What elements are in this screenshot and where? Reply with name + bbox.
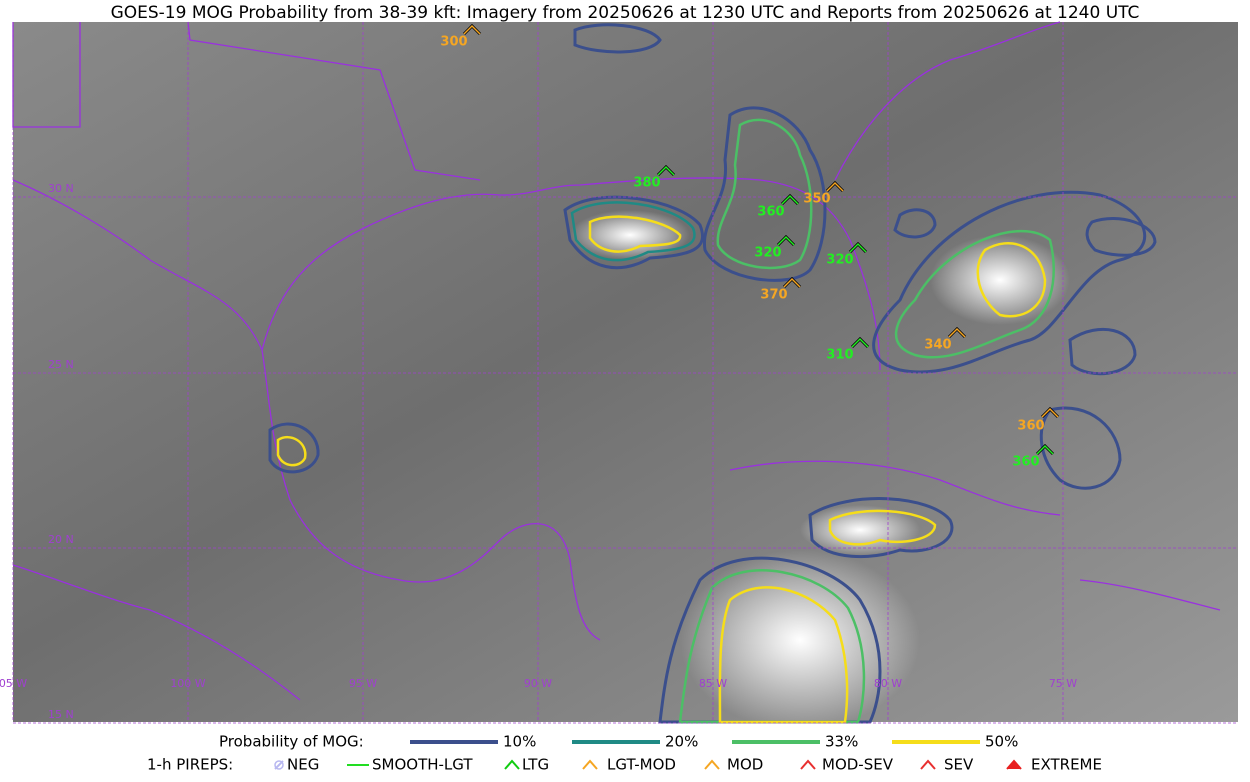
title: GOES-19 MOG Probability from 38-39 kft: … <box>111 3 1140 23</box>
pirep-altitude: 360 <box>1012 455 1039 470</box>
legend-label: 50% <box>985 733 1018 751</box>
pirep-altitude: 320 <box>754 246 781 261</box>
pirep-symbol <box>463 24 481 35</box>
contour-50 <box>718 586 849 724</box>
cloud <box>930 235 1070 325</box>
pirep-symbol <box>657 165 675 176</box>
longitude-label: 80 W <box>874 677 902 690</box>
contour-20 <box>570 201 696 262</box>
pirep-altitude: 350 <box>803 192 830 207</box>
contour-33 <box>716 118 813 270</box>
latitude-label: 20 N <box>48 533 74 546</box>
contour-50 <box>588 215 682 253</box>
contour-10 <box>1068 327 1137 376</box>
contours <box>268 23 1157 724</box>
legend-symbol <box>274 760 284 770</box>
contour-50 <box>976 242 1047 318</box>
latitude-label: 25 N <box>48 358 74 371</box>
satellite-image <box>13 22 1238 722</box>
legend-label: 10% <box>503 733 536 751</box>
coastline <box>834 21 1061 181</box>
legend-label: MOD <box>727 756 763 774</box>
pirep-symbol <box>826 181 844 192</box>
coastline <box>261 177 881 371</box>
longitude-label: 85 W <box>699 677 727 690</box>
contour-10 <box>268 422 320 474</box>
contour-10 <box>1085 217 1157 257</box>
pirep-symbol <box>948 327 966 338</box>
legend-label: LGT-MOD <box>607 756 676 774</box>
contour-50 <box>276 435 307 467</box>
legend-symbol <box>800 759 816 770</box>
contour-10 <box>573 23 662 54</box>
pirep-symbol <box>783 277 801 288</box>
legend-title: Probability of MOG: <box>219 733 364 751</box>
legend-label: SEV <box>944 756 974 774</box>
coastline <box>1079 579 1221 611</box>
legend-label: SMOOTH-LGT <box>372 756 473 774</box>
contour-10 <box>563 195 704 270</box>
legend-symbol <box>582 759 598 770</box>
contour-10 <box>808 497 954 559</box>
legend-symbol <box>920 759 936 770</box>
pirep-altitude: 300 <box>440 35 467 50</box>
legend-symbol <box>274 760 284 770</box>
contour-10 <box>702 106 827 282</box>
pirep-altitude: 360 <box>1017 419 1044 434</box>
contour-10 <box>893 208 937 239</box>
longitude-label: 95 W <box>349 677 377 690</box>
pirep-altitude: 370 <box>760 288 787 303</box>
legend-label: EXTREME <box>1031 756 1102 774</box>
cloud <box>680 550 920 730</box>
pirep-symbol <box>777 235 795 246</box>
coastline <box>12 564 301 701</box>
pirep-altitude: 340 <box>924 338 951 353</box>
coastline <box>729 460 1061 516</box>
contour-33 <box>895 229 1055 359</box>
pirep-symbol <box>851 337 869 348</box>
longitude-label: 05 W <box>0 677 27 690</box>
longitude-label: 75 W <box>1049 677 1077 690</box>
map <box>12 21 1238 730</box>
pirep-altitude: 360 <box>757 205 784 220</box>
pirep-symbol <box>1041 407 1059 418</box>
pirep-symbol <box>1036 444 1054 455</box>
legend-symbol <box>1006 759 1022 770</box>
legend-label: NEG <box>287 756 319 774</box>
pirep-symbol <box>849 242 867 253</box>
contour-10 <box>1039 406 1122 490</box>
legend-symbol <box>704 759 720 770</box>
coastline <box>12 179 601 641</box>
legend-title: 1-h PIREPS: <box>147 756 233 774</box>
longitude-label: 90 W <box>524 677 552 690</box>
contour-10 <box>872 190 1147 374</box>
latitude-label: 30 N <box>48 182 74 195</box>
legend-label: 33% <box>825 733 858 751</box>
pirep-altitude: 310 <box>826 348 853 363</box>
latitude-label: 15 N <box>48 708 74 721</box>
legend: Probability of MOG: 10% 20% 33% 50% 1-h PIREP… <box>147 733 1102 774</box>
legend-label: 20% <box>665 733 698 751</box>
pirep-symbol <box>781 194 799 205</box>
contour-50 <box>828 509 937 546</box>
contour-10 <box>658 556 882 724</box>
legend-label: MOD-SEV <box>822 756 894 774</box>
legend-label: LTG <box>522 756 549 774</box>
pirep-altitude: 320 <box>826 253 853 268</box>
contour-33 <box>678 569 866 724</box>
legend-symbol <box>504 759 520 770</box>
graticule: 30 N 25 N 20 N 15 N 05 W 100 W 95 W 90 W 85 W 80 … <box>0 22 1238 724</box>
pirep-altitude: 380 <box>633 176 660 191</box>
pirep-reports: 300 380 350 360 320 320 370 310 340 360 360 <box>440 23 1060 470</box>
longitude-label: 100 W <box>170 677 205 690</box>
